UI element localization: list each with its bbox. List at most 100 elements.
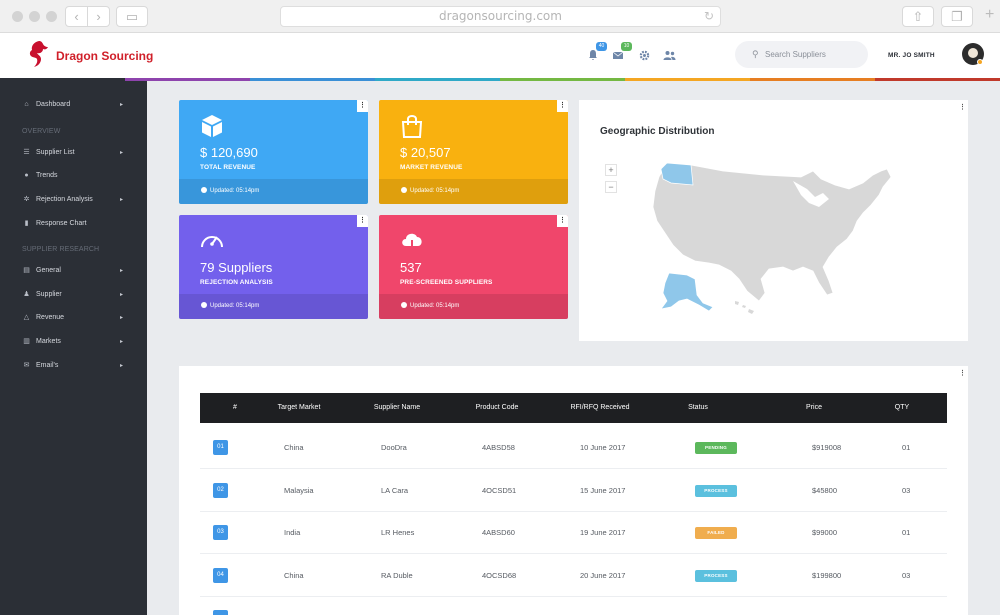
- map-region-contiguous-us: [652, 162, 892, 302]
- row-number-badge[interactable]: [213, 610, 228, 615]
- search-icon: ⚲: [752, 49, 759, 59]
- user-name[interactable]: MR. JO SMITH: [888, 52, 935, 59]
- avatar-face: [968, 48, 978, 58]
- cell-target-market: Malaysia: [284, 485, 314, 495]
- sidebar-item-dashboard[interactable]: ⌂ Dashboard ▸: [0, 96, 147, 114]
- map-state-alaska: [660, 272, 714, 312]
- brand-name[interactable]: Dragon Sourcing: [56, 49, 154, 63]
- cell-price: $99000: [812, 528, 838, 537]
- reload-icon[interactable]: ↻: [703, 9, 714, 23]
- sidebar-item-general[interactable]: ▤ General ▸: [0, 262, 147, 280]
- stat-label: REJECTION ANALYSIS: [200, 279, 273, 286]
- stat-label: TOTAL REVENUE: [200, 164, 256, 171]
- box-icon: [202, 115, 222, 137]
- sidebar-section-title: SUPPLIER RESEARCH: [22, 246, 100, 253]
- more-options-icon[interactable]: ⋮: [557, 100, 568, 112]
- users-icon[interactable]: [661, 47, 677, 63]
- stat-footer: Updated: 05:14pm: [379, 294, 568, 319]
- gauge-icon: [201, 236, 223, 248]
- color-stripe-segment: [500, 78, 625, 81]
- updated-text: Updated: 05:14pm: [210, 188, 260, 194]
- list-icon: ☰: [23, 149, 30, 156]
- envelope-icon[interactable]: 10: [610, 42, 632, 63]
- color-stripe: [0, 78, 1000, 81]
- cell-target-market: China: [284, 570, 304, 580]
- column-header[interactable]: QTY: [894, 404, 910, 411]
- table-row[interactable]: [200, 597, 947, 615]
- sidebar-item-markets[interactable]: ▥ Markets ▸: [0, 333, 147, 351]
- sidebar-item-label: Supplier List: [36, 149, 75, 156]
- more-options-icon[interactable]: ⋮: [357, 100, 368, 112]
- cell-qty: 03: [902, 485, 911, 495]
- messages-badge: 10: [621, 42, 632, 51]
- column-header[interactable]: RFI/RFQ Received: [570, 404, 630, 411]
- row-number-badge[interactable]: 04: [213, 567, 228, 583]
- search-placeholder: Search Suppliers: [765, 50, 826, 59]
- color-stripe-segment: [125, 78, 250, 81]
- sidebar-item-supplier-list[interactable]: ☰ Supplier List ▸: [0, 144, 147, 162]
- cell-received-date: 15 June 2017: [580, 485, 626, 495]
- zoom-out-button[interactable]: −: [605, 181, 617, 193]
- tabs-icon[interactable]: ❐: [941, 6, 973, 27]
- sidebar-item-response-chart[interactable]: ▮ Response Chart: [0, 215, 147, 233]
- stat-value: 79 Suppliers: [200, 260, 273, 275]
- stat-card-rejection-analysis[interactable]: ⋮ 79 Suppliers REJECTION ANALYSIS Update…: [179, 215, 368, 319]
- cell-product-code: 4OCSD68: [482, 570, 517, 580]
- row-number-badge[interactable]: 02: [213, 482, 228, 498]
- table-row[interactable]: 04 China RA Duble 4OCSD68 20 June 2017 PROCES…: [200, 555, 947, 597]
- sidebar-item-trends[interactable]: ● Trends: [0, 167, 147, 185]
- sidebar-item-rejection-analysis[interactable]: ✲ Rejection Analysis ▸: [0, 191, 147, 209]
- notifications-badge: 40: [596, 42, 607, 51]
- sidebar-item-label: Email's: [36, 362, 59, 369]
- more-options-icon[interactable]: ⋮: [959, 104, 966, 111]
- cell-supplier-name: RA Duble: [381, 570, 413, 580]
- chevron-left-icon[interactable]: ‹: [65, 6, 88, 27]
- table-row[interactable]: 03 India LR Henes 4ABSD60 19 June 2017 FAILED…: [200, 512, 947, 554]
- window-maximize-dot[interactable]: [46, 11, 57, 22]
- row-number-badge[interactable]: 01: [213, 440, 228, 455]
- cell-received-date: 20 June 2017: [580, 570, 626, 580]
- column-header[interactable]: Product Code: [475, 404, 519, 411]
- chevron-right-icon: ▸: [120, 339, 124, 345]
- sidebar-toggle-icon[interactable]: ▭: [116, 6, 148, 27]
- shopping-bag-icon: [401, 115, 423, 138]
- address-bar[interactable]: dragonsourcing.com ↻: [280, 6, 721, 27]
- column-header[interactable]: Target Market: [277, 404, 321, 411]
- stat-footer: Updated: 05:14pm: [179, 179, 368, 204]
- bell-icon[interactable]: 40: [585, 42, 607, 63]
- zoom-in-button[interactable]: +: [605, 164, 617, 176]
- search-input[interactable]: ⚲ Search Suppliers: [735, 41, 868, 68]
- table-row[interactable]: 01 China DooDra 4ABSD58 10 June 2017 PENDING $…: [200, 427, 947, 469]
- sidebar-item-supplier[interactable]: ♟ Supplier ▸: [0, 286, 147, 304]
- user-icon: ♟: [23, 291, 30, 298]
- cell-target-market: India: [284, 528, 301, 537]
- sidebar-item-revenue[interactable]: △ Revenue ▸: [0, 309, 147, 327]
- map-region-great-lakes: [793, 181, 829, 207]
- dragon-logo-icon[interactable]: [27, 39, 51, 69]
- stat-card-market-revenue[interactable]: ⋮ $ 20,507 MARKET REVENUE Updated: 05:14…: [379, 100, 568, 204]
- sidebar-section-title: OVERVIEW: [22, 128, 61, 135]
- window-minimize-dot[interactable]: [29, 11, 40, 22]
- sidebar-item-emails[interactable]: ✉ Email's ▸: [0, 357, 147, 375]
- new-tab-icon[interactable]: +: [985, 6, 995, 23]
- clock-icon: [401, 302, 407, 308]
- stat-card-pre-screened-suppliers[interactable]: ⋮ 537 PRE-SCREENED SUPPLIERS Updated: 05…: [379, 215, 568, 319]
- column-header[interactable]: #: [233, 404, 237, 411]
- row-number-badge[interactable]: 03: [213, 525, 228, 540]
- table-row[interactable]: 02 Malaysia LA Cara 4OCSD51 15 June 2017 PROC…: [200, 470, 947, 512]
- clock-icon: [201, 302, 207, 308]
- share-icon[interactable]: ⇧: [902, 6, 934, 27]
- usa-map[interactable]: [643, 155, 899, 315]
- cell-product-code: 4ABSD58: [482, 443, 515, 452]
- column-header[interactable]: Supplier Name: [373, 404, 421, 411]
- bar-chart-icon: ▮: [24, 220, 29, 227]
- stat-card-total-revenue[interactable]: ⋮ $ 120,690 TOTAL REVENUE Updated: 05:14…: [179, 100, 368, 204]
- column-header[interactable]: Status: [688, 404, 708, 411]
- gear-icon[interactable]: [636, 47, 652, 63]
- more-options-icon[interactable]: ⋮: [959, 370, 966, 377]
- chevron-right-icon[interactable]: ›: [87, 6, 110, 27]
- window-close-dot[interactable]: [12, 11, 23, 22]
- column-header[interactable]: Price: [806, 404, 822, 411]
- more-options-icon[interactable]: ⋮: [357, 215, 368, 227]
- more-options-icon[interactable]: ⋮: [557, 215, 568, 227]
